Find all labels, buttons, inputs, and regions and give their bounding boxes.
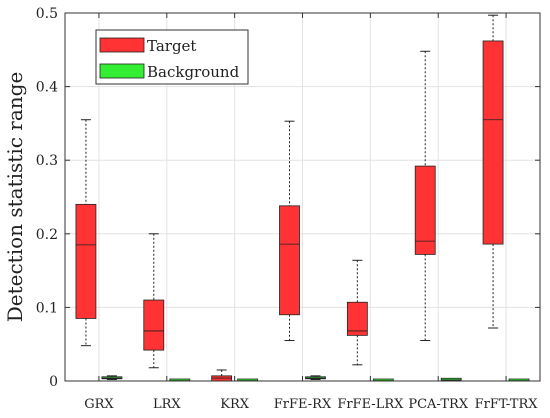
box-target [75,119,97,347]
y-axis-label: Detection statistic range [3,72,27,323]
y-tick-label: 0.4 [36,80,58,96]
y-tick-label: 0 [49,374,58,390]
x-tick-label: LRX [153,397,181,412]
y-tick-label: 0.3 [36,153,58,169]
x-tick-label: FrFE-RX [274,397,332,412]
x-tick-label: FrFT-TRX [475,397,539,412]
box-iqr [279,205,300,316]
box-iqr [143,299,165,351]
box-iqr [75,203,97,319]
box-target [143,233,165,369]
y-tick-label: 0.1 [36,300,58,316]
box-series [75,14,530,382]
box-iqr [482,40,504,245]
box-iqr [346,301,368,336]
box-target [279,120,300,342]
x-tick-label: KRX [220,397,250,412]
legend-swatch-target [99,37,145,53]
box-iqr [414,165,436,255]
x-tick-label: PCA-TRX [408,397,468,412]
legend-label-target: Target [147,37,196,55]
x-axis-ticks: GRX LRX KRX FrFE-RX FrFE-LRX PCA-TRX FrFT-TRX [84,13,538,412]
plot-frame [64,12,541,382]
box-target [211,369,233,382]
y-axis-ticks: 0 0.1 0.2 0.3 0.4 0.5 [36,6,540,390]
box-background [305,375,326,381]
x-tick-label: FrFE-LRX [337,397,404,412]
legend: Target Background [95,29,249,85]
legend-label-background: Background [147,63,240,81]
box-target [482,14,504,329]
y-tick-label: 0.5 [36,6,58,22]
y-tick-label: 0.2 [36,227,58,243]
box-background [101,375,123,381]
x-tick-label: GRX [84,397,114,412]
box-target [414,50,436,342]
box-target [346,259,368,366]
legend-swatch-background [99,63,145,79]
